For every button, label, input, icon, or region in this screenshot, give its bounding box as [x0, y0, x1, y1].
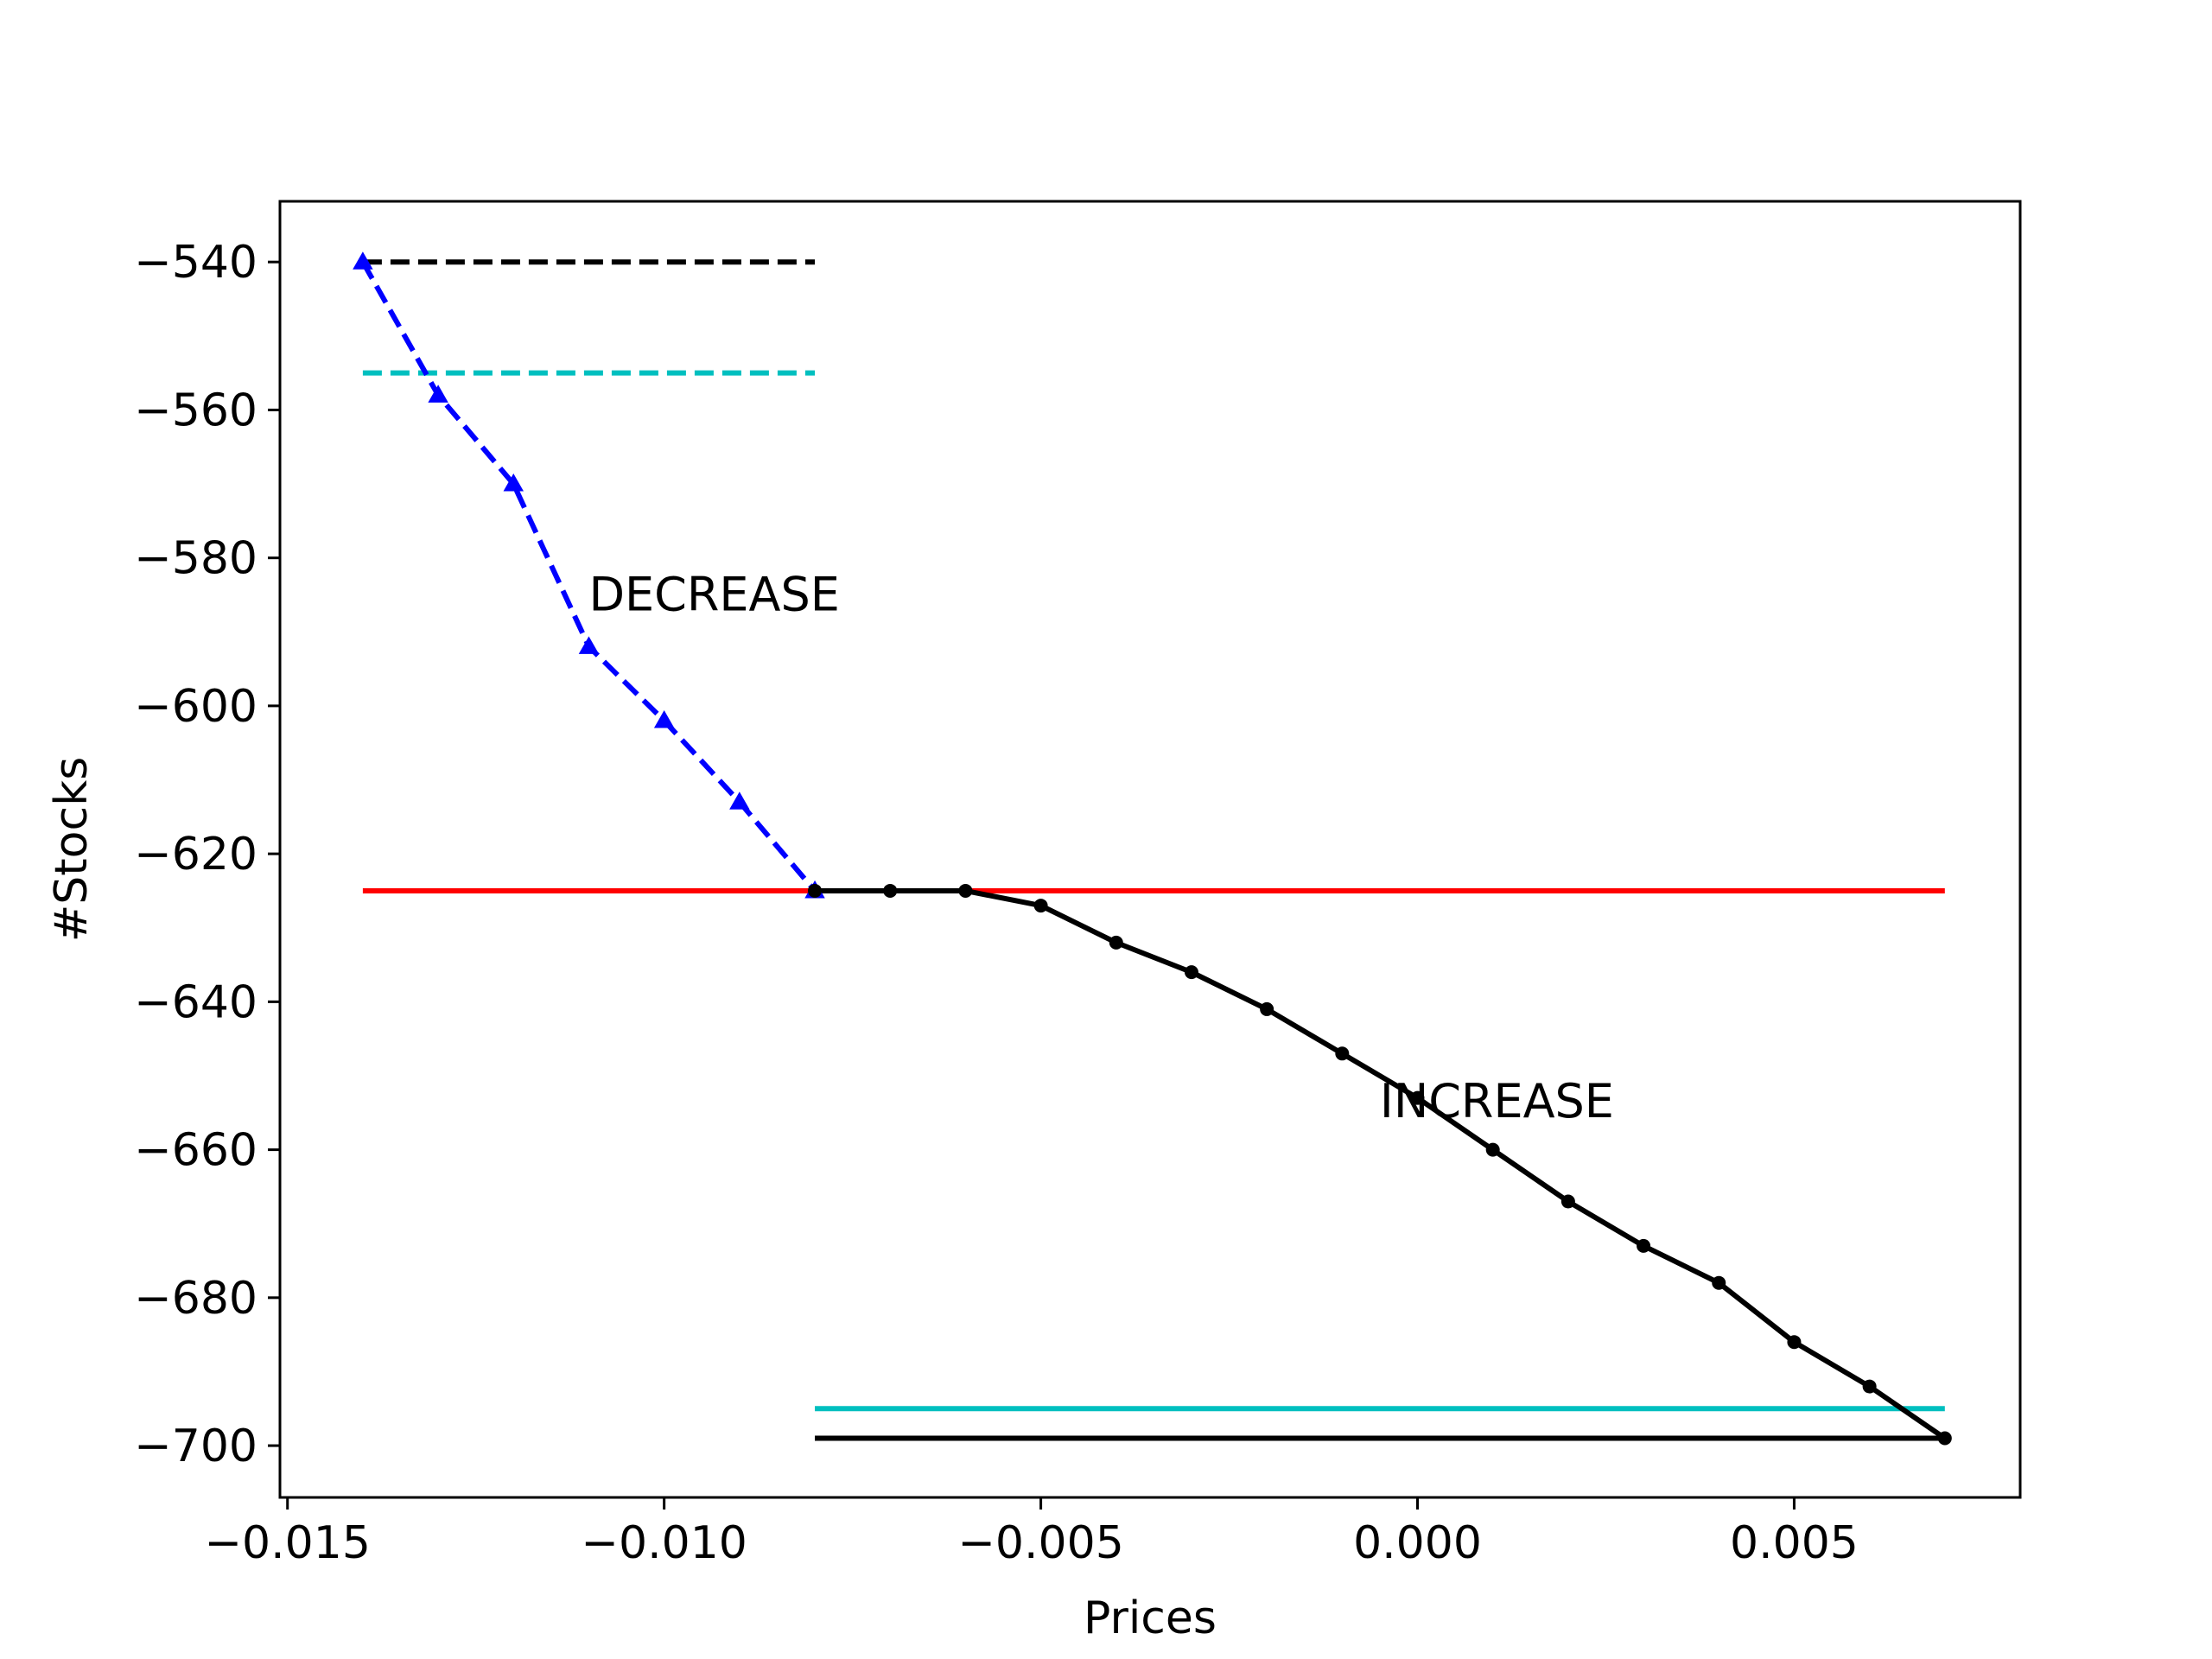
annotation-label: DECREASE — [588, 567, 839, 621]
decrease-point — [503, 474, 524, 492]
increase-point — [883, 883, 898, 898]
annotation-label: INCREASE — [1380, 1074, 1614, 1128]
x-tick-label: 0.005 — [1730, 1517, 1859, 1569]
y-tick-label: −580 — [134, 533, 257, 585]
y-tick-label: −640 — [134, 976, 257, 1028]
decrease-point — [653, 710, 675, 728]
y-tick-label: −560 — [134, 385, 257, 436]
y-tick-label: −600 — [134, 681, 257, 733]
y-tick-label: −680 — [134, 1273, 257, 1325]
increase-point — [1184, 965, 1198, 980]
increase-point — [1787, 1335, 1802, 1350]
increase-point — [1109, 935, 1123, 950]
increase-point — [1485, 1142, 1500, 1157]
increase-point — [1335, 1046, 1350, 1061]
increase-point — [958, 883, 973, 898]
y-axis-label: #Stocks — [46, 757, 98, 943]
series-markers — [353, 251, 1952, 1446]
reference-lines — [362, 259, 1945, 1441]
decrease-point — [353, 251, 373, 270]
decrease-point — [729, 791, 750, 810]
x-tick-label: −0.015 — [204, 1517, 370, 1569]
increase-point — [808, 883, 823, 898]
increase-point — [1033, 899, 1048, 913]
y-tick-label: −660 — [134, 1125, 257, 1177]
annotations: DECREASE INCREASE — [588, 567, 1613, 1128]
increase-point — [1410, 1090, 1425, 1105]
y-tick-label: −700 — [134, 1421, 257, 1472]
increase-point — [1560, 1194, 1575, 1209]
increase-point — [1862, 1379, 1877, 1394]
increase-point — [1712, 1275, 1726, 1290]
x-axis-ticks: −0.015 −0.010 −0.005 0.000 0.005 — [204, 1497, 1859, 1569]
increase-point — [1937, 1431, 1952, 1446]
plot-frame — [278, 200, 2022, 1499]
x-tick-label: −0.005 — [957, 1517, 1123, 1569]
y-axis-ticks: −540 −560 −580 −600 −620 −640 −660 −680 −700 — [134, 237, 280, 1472]
increase-point — [1260, 1001, 1274, 1016]
x-tick-label: −0.010 — [581, 1517, 747, 1569]
decrease-point — [428, 385, 448, 403]
y-tick-label: −540 — [134, 237, 257, 289]
x-tick-label: 0.000 — [1353, 1517, 1482, 1569]
increase-series-line — [815, 887, 1947, 1440]
x-axis-label: Prices — [1084, 1592, 1217, 1644]
y-tick-label: −620 — [134, 829, 257, 880]
increase-point — [1637, 1238, 1651, 1253]
decrease-point — [578, 636, 600, 654]
